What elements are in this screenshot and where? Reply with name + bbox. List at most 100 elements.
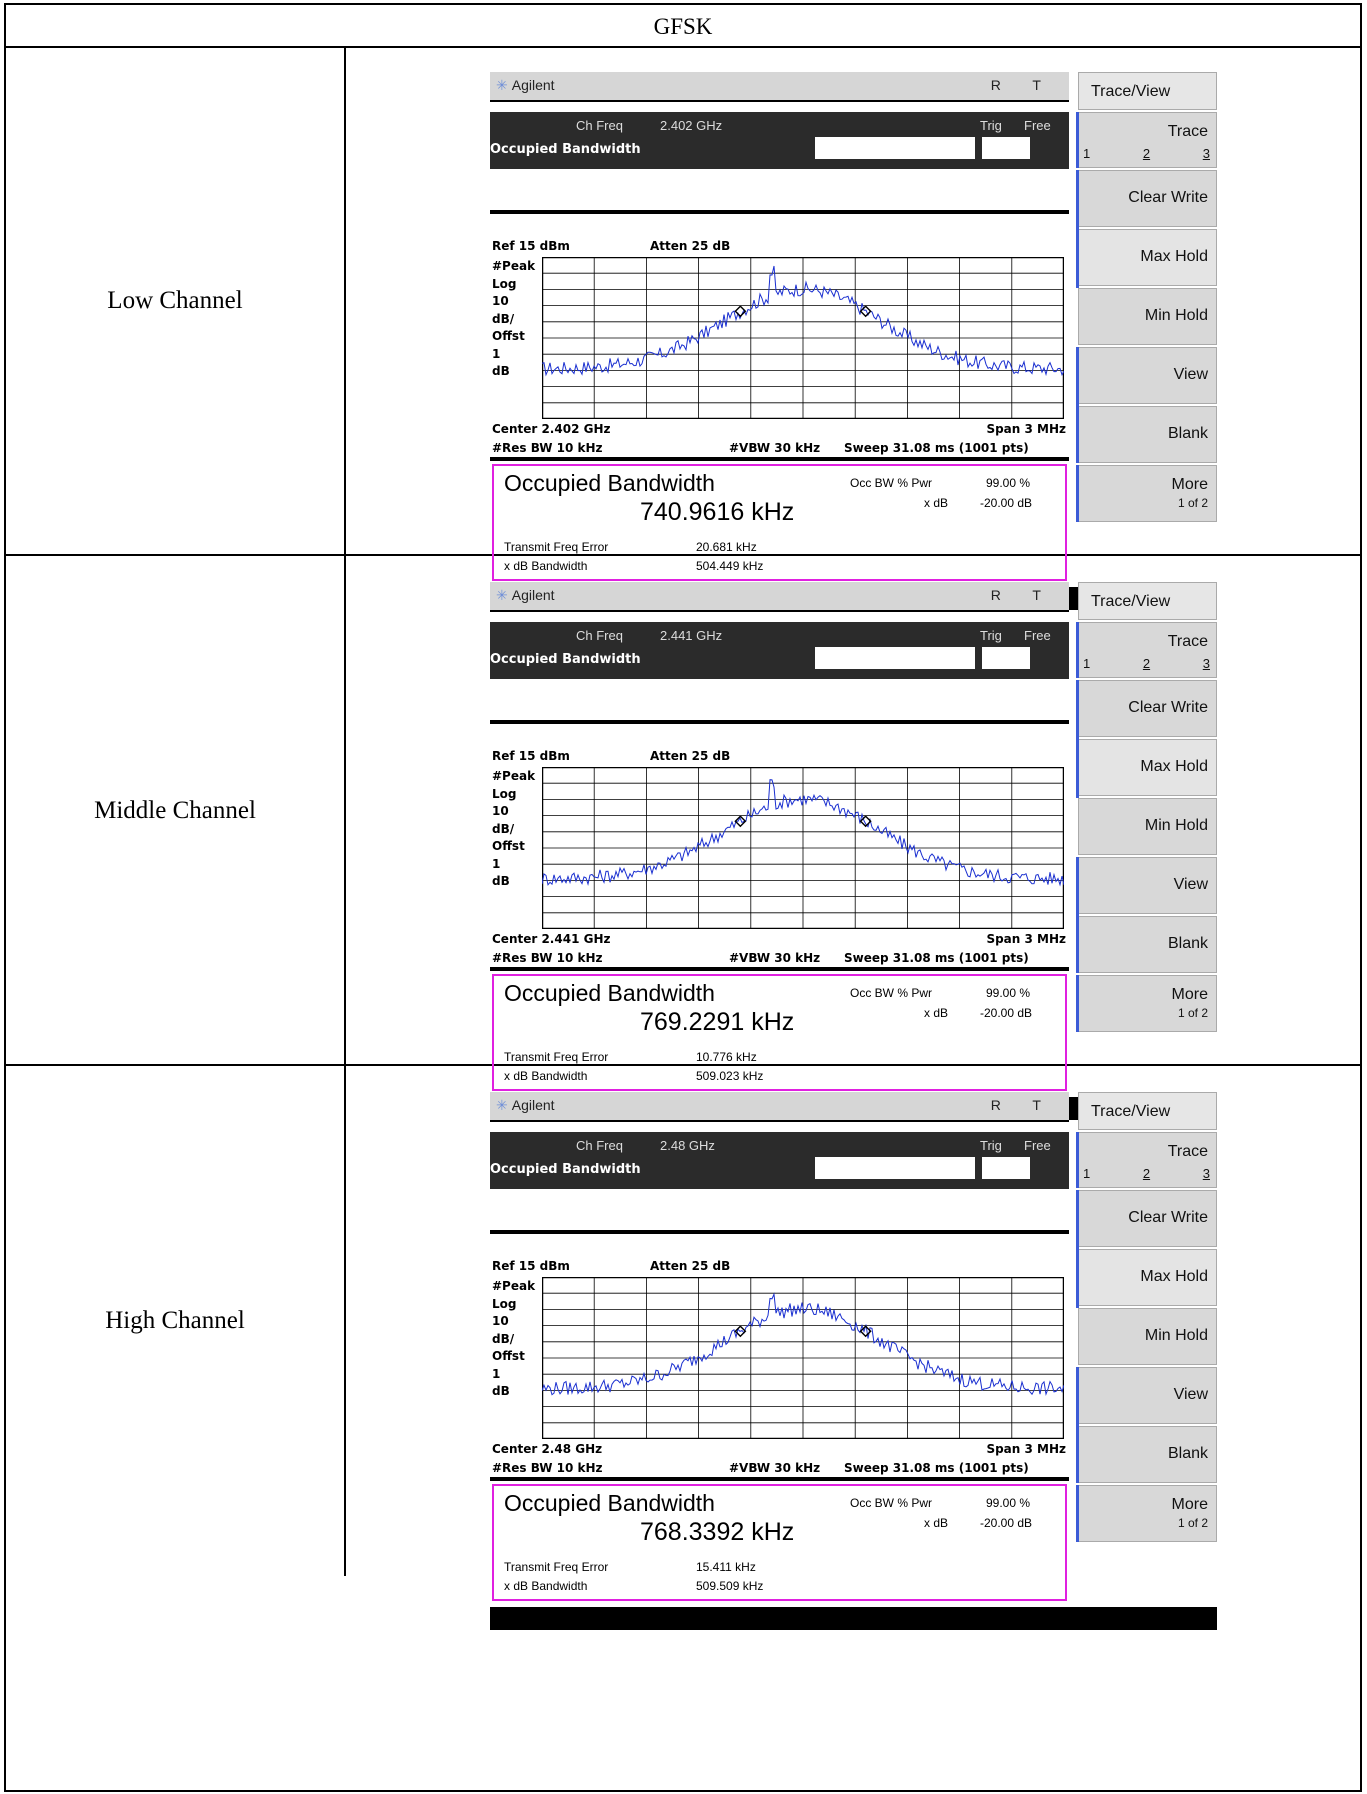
- softkey-group-bar: [1076, 680, 1079, 798]
- result-panel: Occupied Bandwidth 740.9616 kHz Occ BW %…: [492, 464, 1067, 581]
- channel-row: Middle Channel ✳ Agilent R T Ch Freq 2.44…: [6, 556, 1360, 1120]
- softkey-trace-view[interactable]: Trace/View: [1078, 72, 1217, 110]
- sweep-time: Sweep 31.08 ms (1001 pts): [844, 441, 1029, 455]
- softkey-blank[interactable]: Blank: [1078, 1426, 1217, 1483]
- obw-value: 768.3392 kHz: [640, 1518, 795, 1546]
- occ-bw-pwr-label: Occ BW % Pwr: [850, 1496, 933, 1510]
- span: Span 3 MHz: [986, 422, 1066, 436]
- softkey-more[interactable]: More 1 of 2: [1078, 975, 1217, 1032]
- softkey-group-bar: [1076, 1190, 1079, 1308]
- softkey-group-bar: [1076, 465, 1079, 522]
- attenuation: Atten 25 dB: [650, 749, 731, 763]
- softkey-label: Max Hold: [1140, 248, 1208, 265]
- trace-number-selector: 1 2 3: [1083, 1166, 1210, 1181]
- scale-label: 10: [492, 294, 509, 308]
- softkey-label: Clear Write: [1128, 189, 1208, 206]
- softkey-trace[interactable]: Trace 1 2 3: [1078, 1132, 1217, 1188]
- softkey-more[interactable]: More 1 of 2: [1078, 1485, 1217, 1542]
- softkey-sublabel: 1 of 2: [1177, 1006, 1208, 1020]
- softkey-trace[interactable]: Trace 1 2 3: [1078, 112, 1217, 168]
- xdb-bandwidth-value: 504.449 kHz: [696, 559, 764, 573]
- mode-label: Occupied Bandwidth: [490, 652, 641, 667]
- spectrum-plot: [542, 257, 1064, 419]
- occ-bw-pwr-value: 99.00 %: [986, 986, 1031, 1000]
- xdb-value: -20.00 dB: [980, 1516, 1033, 1530]
- video-bw: #VBW 30 kHz: [729, 951, 821, 965]
- softkey-view[interactable]: View: [1078, 857, 1217, 914]
- softkey-trace[interactable]: Trace 1 2 3: [1078, 622, 1217, 678]
- freq-error-value: 10.776 kHz: [696, 1050, 757, 1064]
- ch-freq-label: Ch Freq: [576, 628, 623, 643]
- analyzer-screenshot: ✳ Agilent R T Ch Freq 2.48 GHz Trig Free …: [490, 1092, 1223, 1648]
- obw-value: 740.9616 kHz: [640, 498, 795, 526]
- ch-freq-value: 2.48 GHz: [660, 1138, 715, 1153]
- video-bw: #VBW 30 kHz: [729, 1461, 821, 1475]
- mode-label: Occupied Bandwidth: [490, 1162, 641, 1177]
- res-bw: #Res BW 10 kHz: [492, 951, 603, 965]
- marker-right-icon: [859, 1325, 872, 1338]
- softkey-group-bar: [1076, 622, 1079, 678]
- occ-bw-pwr-value: 99.00 %: [986, 1496, 1031, 1510]
- divider: [490, 1477, 1069, 1481]
- entry-field: [815, 647, 975, 669]
- ref-level: Ref 15 dBm: [492, 239, 570, 253]
- softkey-view[interactable]: View: [1078, 1367, 1217, 1424]
- softkey-label: View: [1173, 366, 1208, 383]
- channel-label: Low Channel: [6, 46, 346, 556]
- softkey-blank[interactable]: Blank: [1078, 406, 1217, 463]
- xdb-label: x dB: [924, 1006, 949, 1020]
- softkey-clear-write[interactable]: Clear Write: [1078, 680, 1217, 737]
- xdb-bandwidth-label: x dB Bandwidth: [504, 1069, 588, 1083]
- channel-row: Low Channel ✳ Agilent R T Ch Freq 2.402 G…: [6, 46, 1360, 610]
- trace-number: 2: [1142, 146, 1151, 161]
- softkey-trace-view[interactable]: Trace/View: [1078, 582, 1217, 620]
- trace-number-selector: 1 2 3: [1083, 146, 1210, 161]
- softkey-min-hold[interactable]: Min Hold: [1078, 1308, 1217, 1365]
- trace-number: 1: [1083, 656, 1091, 671]
- softkey-label: Clear Write: [1128, 1209, 1208, 1226]
- softkey-label: More: [1171, 1496, 1208, 1513]
- softkey-sublabel: 1 of 2: [1177, 1516, 1208, 1530]
- softkey-max-hold[interactable]: Max Hold: [1078, 229, 1217, 286]
- trig-value: Free: [1024, 1138, 1051, 1153]
- scale-label: dB/: [492, 311, 515, 326]
- sweep-time: Sweep 31.08 ms (1001 pts): [844, 951, 1029, 965]
- result-panel: Occupied Bandwidth 768.3392 kHz Occ BW %…: [492, 1484, 1067, 1601]
- analyzer-titlebar: ✳ Agilent R T: [490, 1092, 1069, 1122]
- softkey-label: Trace/View: [1091, 593, 1171, 610]
- softkey-max-hold[interactable]: Max Hold: [1078, 1249, 1217, 1306]
- ref-level: Ref 15 dBm: [492, 749, 570, 763]
- scale-labels: #Peak Log 10 dB/Offst 1 dB: [492, 1278, 535, 1401]
- softkey-clear-write[interactable]: Clear Write: [1078, 1190, 1217, 1247]
- freq-error-value: 15.411 kHz: [696, 1560, 756, 1574]
- scale-label: #Peak: [492, 1279, 536, 1293]
- softkey-min-hold[interactable]: Min Hold: [1078, 288, 1217, 345]
- occ-bw-pwr-label: Occ BW % Pwr: [850, 986, 933, 1000]
- xdb-bandwidth-label: x dB Bandwidth: [504, 1579, 588, 1593]
- softkey-clear-write[interactable]: Clear Write: [1078, 170, 1217, 227]
- softkey-label: More: [1171, 986, 1208, 1003]
- scale-label: Log: [492, 786, 517, 801]
- softkey-trace-view[interactable]: Trace/View: [1078, 1092, 1217, 1130]
- scale-labels: #Peak Log 10 dB/Offst 1 dB: [492, 768, 535, 891]
- span: Span 3 MHz: [986, 1442, 1066, 1456]
- softkey-min-hold[interactable]: Min Hold: [1078, 798, 1217, 855]
- softkey-max-hold[interactable]: Max Hold: [1078, 739, 1217, 796]
- trig-label: Trig: [980, 1138, 1002, 1153]
- trig-value: Free: [1024, 628, 1051, 643]
- softkey-group-bar: [1076, 857, 1079, 973]
- trig-label: Trig: [980, 118, 1002, 133]
- softkey-more[interactable]: More 1 of 2: [1078, 465, 1217, 522]
- entry-unit-field: [982, 1157, 1030, 1179]
- softkey-group-bar: [1076, 170, 1079, 288]
- softkey-label: Max Hold: [1140, 1268, 1208, 1285]
- divider: [490, 457, 1069, 461]
- softkey-group-bar: [1076, 975, 1079, 1032]
- softkey-blank[interactable]: Blank: [1078, 916, 1217, 973]
- xdb-value: -20.00 dB: [980, 496, 1033, 510]
- result-title: Occupied Bandwidth: [504, 980, 715, 1006]
- softkey-view[interactable]: View: [1078, 347, 1217, 404]
- freq-error-label: Transmit Freq Error: [504, 1050, 609, 1064]
- video-bw: #VBW 30 kHz: [729, 441, 821, 455]
- xdb-bandwidth-value: 509.509 kHz: [696, 1579, 764, 1593]
